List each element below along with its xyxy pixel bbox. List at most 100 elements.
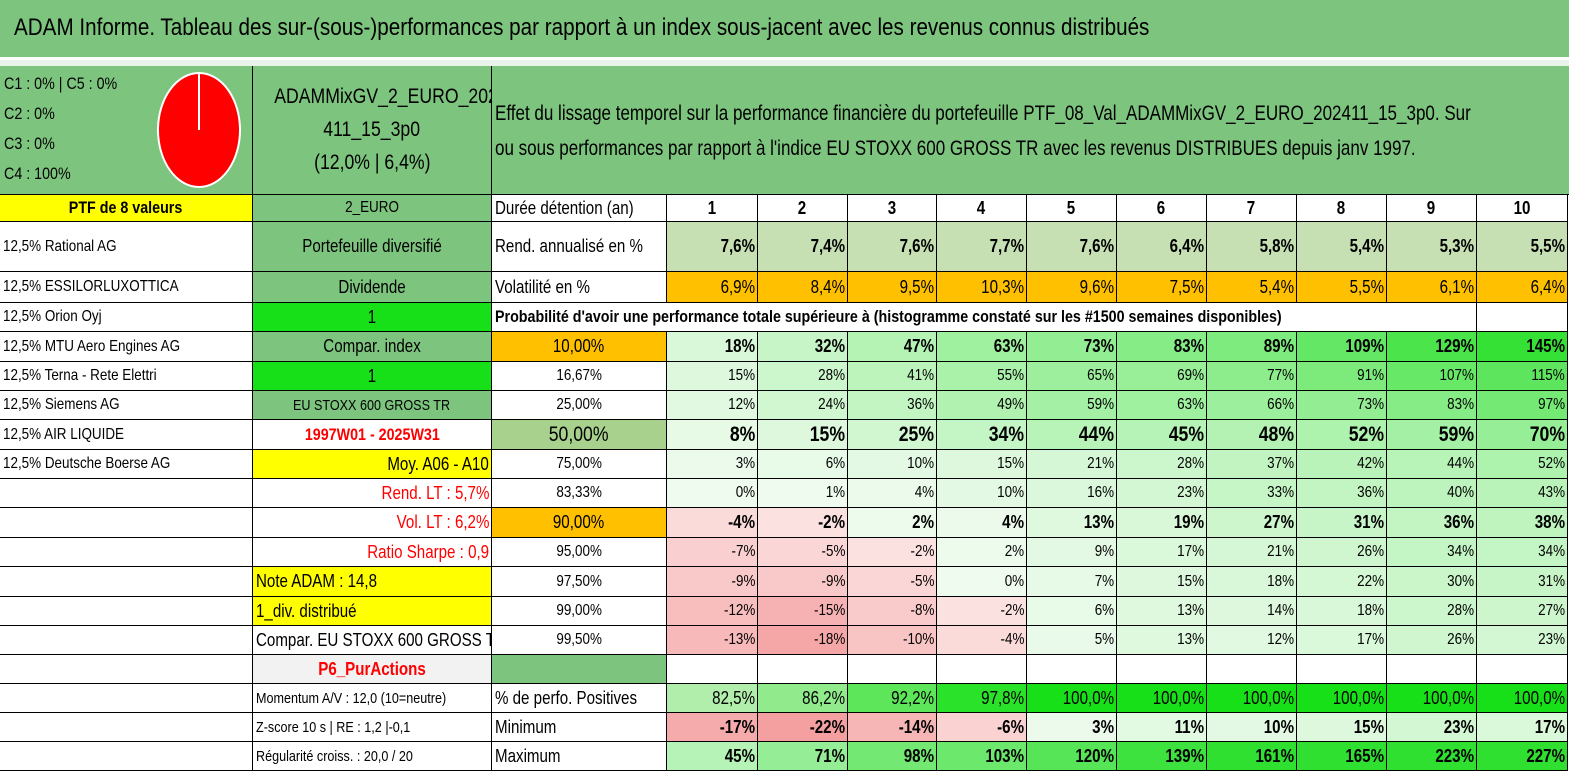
- probability-value-text: 9%: [1094, 543, 1114, 560]
- p6-label-text: P6_PurActions: [318, 658, 426, 679]
- probability-value-text: 73%: [1083, 336, 1114, 356]
- probability-value: 6%: [758, 450, 848, 479]
- threshold-label-text: 99,50%: [556, 631, 602, 648]
- maximum-value: 227%: [1477, 742, 1568, 771]
- probability-value: 38%: [1477, 508, 1568, 538]
- maximum-value: 103%: [937, 742, 1027, 771]
- probability-value-text: 36%: [1443, 512, 1474, 532]
- probability-value-text: 32%: [814, 336, 845, 356]
- probability-value-text: 10%: [997, 484, 1024, 501]
- empty-cell: [937, 655, 1027, 684]
- vol-value: 6,4%: [1477, 272, 1568, 303]
- fund-name-line: ADAMMixGV_2_EURO_202: [274, 85, 498, 108]
- positive-value: 100,0%: [1117, 684, 1207, 713]
- probability-value-text: 6%: [1094, 602, 1114, 619]
- empty-cell: [0, 713, 253, 742]
- probability-value: 12%: [667, 391, 758, 420]
- probability-value: 6%: [1027, 597, 1117, 626]
- empty-cell: [1027, 655, 1117, 684]
- threshold-label: 90,00%: [492, 508, 667, 538]
- probability-value: 83%: [1117, 332, 1207, 362]
- probability-value-text: 27%: [1263, 512, 1294, 532]
- empty-cell: [0, 508, 253, 538]
- year-header-text: 5: [1067, 197, 1076, 218]
- fund-perf-summary: (12,0% | 6,4%): [313, 151, 431, 174]
- rend-value: 5,4%: [1297, 222, 1387, 272]
- probability-value: 28%: [1117, 450, 1207, 479]
- maximum-value: 223%: [1387, 742, 1477, 771]
- z-score: Z-score 10 s | RE : 1,2 |-0,1: [253, 713, 492, 742]
- year-header-text: 9: [1427, 197, 1436, 218]
- probability-value: 12%: [1207, 626, 1297, 655]
- threshold-label-text: 97,50%: [556, 572, 602, 590]
- probability-value-text: -18%: [813, 631, 845, 648]
- probability-value: 24%: [758, 391, 848, 420]
- probability-value: -4%: [667, 508, 758, 538]
- probability-value-text: 13%: [1177, 602, 1204, 619]
- vol-value-text: 8,4%: [810, 276, 845, 297]
- positive-value-text: 100,0%: [1332, 687, 1384, 708]
- pie-legend-line: C4 : 100%: [4, 164, 71, 183]
- probability-value: 49%: [937, 391, 1027, 420]
- probability-value-text: 43%: [1538, 484, 1565, 501]
- probability-value-text: 2%: [1004, 543, 1024, 560]
- vol-lt-text: Vol. LT : 6,2%: [396, 512, 489, 532]
- probability-value-text: 73%: [1357, 396, 1384, 413]
- probability-value: 31%: [1477, 567, 1568, 597]
- probability-value: 145%: [1477, 332, 1568, 362]
- probability-value-text: 34%: [1447, 543, 1474, 560]
- probability-value-text: 15%: [1177, 572, 1204, 590]
- moy-label: Moy. A06 - A10: [253, 450, 492, 479]
- rend-value: 6,4%: [1117, 222, 1207, 272]
- empty-cell: [1477, 303, 1568, 332]
- probability-value: 34%: [937, 420, 1027, 450]
- year-header: 3: [848, 195, 937, 222]
- empty-cell: [0, 655, 253, 684]
- year-header-text: 8: [1337, 197, 1346, 218]
- z-score-text: Z-score 10 s | RE : 1,2 |-0,1: [256, 718, 411, 736]
- holding-row-text: 12,5% Orion Oyj: [3, 308, 102, 325]
- probability-value-text: 36%: [907, 396, 934, 413]
- dividend-value-text: 1: [367, 306, 377, 327]
- vol-value: 9,5%: [848, 272, 937, 303]
- probability-value: 66%: [1207, 391, 1297, 420]
- probability-value: 8%: [667, 420, 758, 450]
- probability-value-text: 4%: [914, 484, 934, 501]
- probability-value-text: 17%: [1177, 543, 1204, 560]
- threshold-label: 25,00%: [492, 391, 667, 420]
- probability-value-text: 91%: [1357, 367, 1384, 384]
- description-panel: Effet du lissage temporel sur la perform…: [492, 66, 1569, 195]
- holding-row: 12,5% Rational AG: [0, 222, 253, 272]
- empty-cell: [1207, 655, 1297, 684]
- probability-value-text: 5%: [1094, 631, 1114, 648]
- probability-value-text: -15%: [813, 602, 845, 619]
- probability-value: 73%: [1027, 332, 1117, 362]
- probability-value: 25%: [848, 420, 937, 450]
- probability-value-text: 12%: [728, 396, 755, 413]
- index-name-text: EU STOXX 600 GROSS TR: [293, 396, 451, 414]
- probability-value-text: 15%: [997, 455, 1024, 472]
- rend-value-text: 7,4%: [810, 236, 845, 256]
- probability-value: 28%: [1387, 597, 1477, 626]
- minimum-value: 15%: [1297, 713, 1387, 742]
- empty-cell: [667, 655, 758, 684]
- probability-value: 28%: [758, 362, 848, 391]
- probability-value: 5%: [1027, 626, 1117, 655]
- probability-value: 23%: [1117, 479, 1207, 508]
- probability-value: 69%: [1117, 362, 1207, 391]
- probability-value-text: 31%: [1538, 572, 1565, 590]
- holding-row: 12,5% Siemens AG: [0, 391, 253, 420]
- rend-lt-text: Rend. LT : 5,7%: [381, 482, 489, 503]
- minimum-value-text: 17%: [1534, 716, 1565, 737]
- positive-value-text: 92,2%: [891, 687, 934, 708]
- probability-value: 9%: [1027, 538, 1117, 567]
- probability-value-text: 45%: [1168, 422, 1204, 446]
- duration-label-text: Durée détention (an): [495, 197, 634, 218]
- pie-legend-line: C2 : 0%: [4, 104, 55, 123]
- rend-value: 5,5%: [1477, 222, 1568, 272]
- probability-value-text: 59%: [1087, 396, 1114, 413]
- vol-value: 5,4%: [1207, 272, 1297, 303]
- empty-cell: [0, 479, 253, 508]
- positive-label-text: % de perfo. Positives: [495, 687, 638, 708]
- probability-value: 32%: [758, 332, 848, 362]
